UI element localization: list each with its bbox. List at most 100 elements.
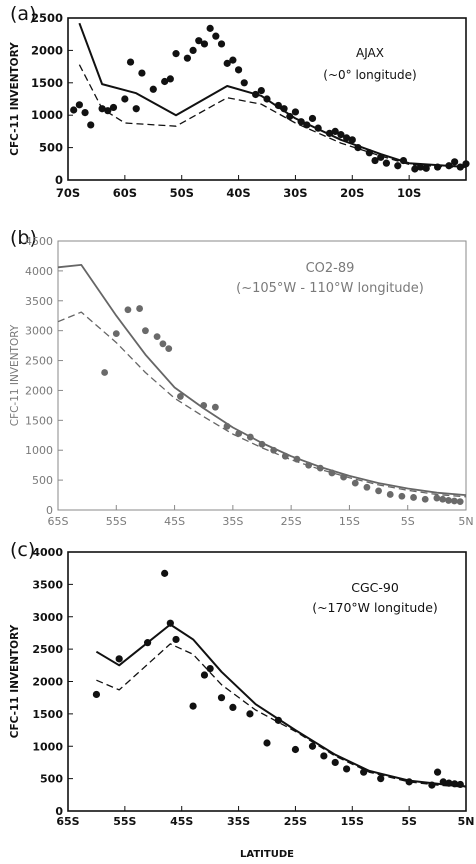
data-point bbox=[161, 569, 169, 577]
data-point bbox=[445, 497, 452, 504]
model-line-solid bbox=[78, 22, 467, 168]
data-point bbox=[200, 671, 209, 679]
data-point bbox=[291, 108, 300, 116]
data-point bbox=[172, 635, 180, 644]
data-point bbox=[159, 340, 167, 348]
x-tick-label: 5S bbox=[401, 515, 415, 528]
x-tick-label: 35S bbox=[227, 815, 250, 828]
model-line-dashed bbox=[96, 643, 467, 788]
y-tick-label: 2000 bbox=[32, 676, 63, 689]
y-tick-label: 3500 bbox=[25, 295, 53, 308]
data-point bbox=[314, 124, 322, 132]
data-point bbox=[433, 163, 442, 171]
y-tick-label: 1500 bbox=[31, 76, 63, 90]
y-tick-label: 1000 bbox=[32, 740, 63, 753]
x-tick-label: 25S bbox=[284, 815, 307, 828]
chart-a: (a) 0 500 1000 1500 2000 2500 70S 60S 50S 40S 30S 20… bbox=[9, 3, 470, 200]
data-point bbox=[337, 131, 345, 139]
data-point bbox=[280, 105, 288, 113]
data-point bbox=[456, 498, 464, 506]
data-point bbox=[348, 136, 356, 144]
y-tick-label: 3000 bbox=[25, 325, 53, 338]
data-point bbox=[439, 778, 447, 786]
chart-subtitle: (~105°W - 110°W longitude) bbox=[236, 281, 424, 296]
data-point bbox=[263, 739, 271, 747]
data-point bbox=[394, 162, 402, 170]
data-point bbox=[371, 156, 379, 165]
data-point bbox=[305, 461, 313, 469]
panel-a: (a) 0 500 1000 1500 2000 2500 70S 60S 50S 40S 30S 20… bbox=[0, 0, 476, 205]
y-axis-label: CFC-11 INVENTORY bbox=[9, 42, 21, 156]
data-point bbox=[354, 144, 362, 152]
y-tick-label: 1500 bbox=[32, 708, 63, 721]
data-point bbox=[112, 330, 120, 338]
model-line-solid bbox=[95, 623, 467, 788]
x-tick-label: 55S bbox=[113, 815, 136, 828]
data-point bbox=[246, 710, 254, 718]
data-point bbox=[166, 75, 174, 83]
y-tick-label: 0 bbox=[55, 173, 63, 187]
x-tick-label: 60S bbox=[113, 186, 137, 200]
data-point bbox=[375, 487, 382, 495]
data-point bbox=[428, 781, 436, 789]
x-tick-label: 10S bbox=[397, 186, 421, 200]
data-point bbox=[258, 440, 266, 448]
data-point bbox=[223, 59, 231, 67]
data-point bbox=[274, 716, 282, 724]
data-point bbox=[416, 163, 425, 171]
y-tick-label: 1000 bbox=[25, 444, 53, 457]
data-point bbox=[124, 306, 132, 314]
data-point bbox=[316, 464, 324, 472]
y-tick-label: 0 bbox=[46, 504, 53, 517]
data-point bbox=[138, 69, 146, 77]
data-point bbox=[109, 103, 118, 112]
data-point bbox=[257, 86, 265, 95]
model-line-dashed bbox=[57, 311, 467, 498]
data-point bbox=[132, 105, 140, 113]
data-point bbox=[343, 134, 351, 142]
y-axis-label: CFC-11 INVENTORY bbox=[9, 624, 21, 738]
panel-label: (a) bbox=[10, 3, 36, 25]
y-tick-label: 4000 bbox=[32, 546, 63, 559]
data-point bbox=[211, 403, 219, 411]
y-tick-label: 3000 bbox=[32, 611, 63, 624]
chart-c: (c) 0 500 1000 1500 2000 2500 3000 3500 4000 65S 55… bbox=[9, 540, 474, 860]
data-point bbox=[303, 121, 311, 129]
x-tick-label: 45S bbox=[170, 815, 193, 828]
x-tick-label: 5S bbox=[401, 815, 417, 828]
y-tick-label: 500 bbox=[40, 773, 63, 786]
y-tick-label: 4000 bbox=[25, 265, 53, 278]
data-point bbox=[320, 752, 328, 760]
data-point bbox=[281, 452, 289, 460]
data-point bbox=[212, 32, 220, 40]
data-point bbox=[456, 780, 464, 789]
x-tick-label: 30S bbox=[283, 186, 307, 200]
data-point bbox=[200, 401, 208, 409]
data-point bbox=[92, 690, 101, 699]
data-point bbox=[101, 369, 109, 376]
y-tick-label: 2500 bbox=[25, 355, 53, 368]
x-axis-label: LATITUDE bbox=[240, 849, 294, 860]
panel-label: (b) bbox=[10, 228, 37, 249]
chart-subtitle: (~0° longitude) bbox=[323, 68, 416, 82]
data-point bbox=[189, 702, 197, 710]
data-point bbox=[293, 455, 301, 463]
x-tick-label: 5N bbox=[458, 515, 473, 528]
panel-c: (c) 0 500 1000 1500 2000 2500 3000 3500 4000 65S 55… bbox=[0, 540, 476, 864]
x-tick-label: 40S bbox=[226, 186, 250, 200]
y-tick-label: 2500 bbox=[32, 643, 63, 656]
data-point bbox=[270, 446, 278, 454]
data-point bbox=[363, 483, 371, 491]
data-point bbox=[291, 745, 300, 754]
chart-title: CO2-89 bbox=[306, 261, 355, 276]
x-tick-label: 15S bbox=[341, 815, 364, 828]
data-point bbox=[445, 779, 453, 787]
data-point bbox=[177, 393, 184, 400]
data-point bbox=[351, 479, 359, 487]
y-tick-label: 0 bbox=[55, 805, 63, 818]
data-point bbox=[161, 77, 169, 86]
data-point bbox=[274, 101, 282, 110]
data-point bbox=[153, 333, 161, 341]
data-point bbox=[377, 153, 385, 161]
data-point bbox=[75, 101, 83, 109]
